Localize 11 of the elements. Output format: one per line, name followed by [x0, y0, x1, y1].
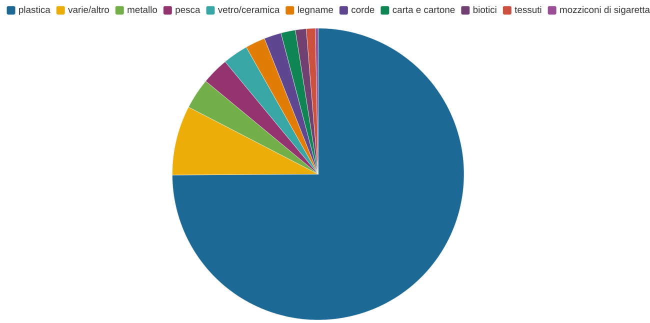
- legend-label: legname: [298, 6, 334, 15]
- legend-label: corde: [352, 6, 374, 14]
- legend-label: biotici: [473, 6, 496, 14]
- legend-label: vetro/ceramica: [218, 6, 280, 14]
- legend-label: mozziconi di sigaretta: [560, 6, 650, 15]
- legend-label: varie/altro: [68, 6, 109, 14]
- legend-label: plastica: [19, 6, 50, 15]
- legend-label: metallo: [128, 6, 158, 14]
- legend-label: carta e cartone: [392, 6, 455, 14]
- legend-label: tessuti: [514, 6, 542, 14]
- legend-label: pesca: [176, 8, 200, 15]
